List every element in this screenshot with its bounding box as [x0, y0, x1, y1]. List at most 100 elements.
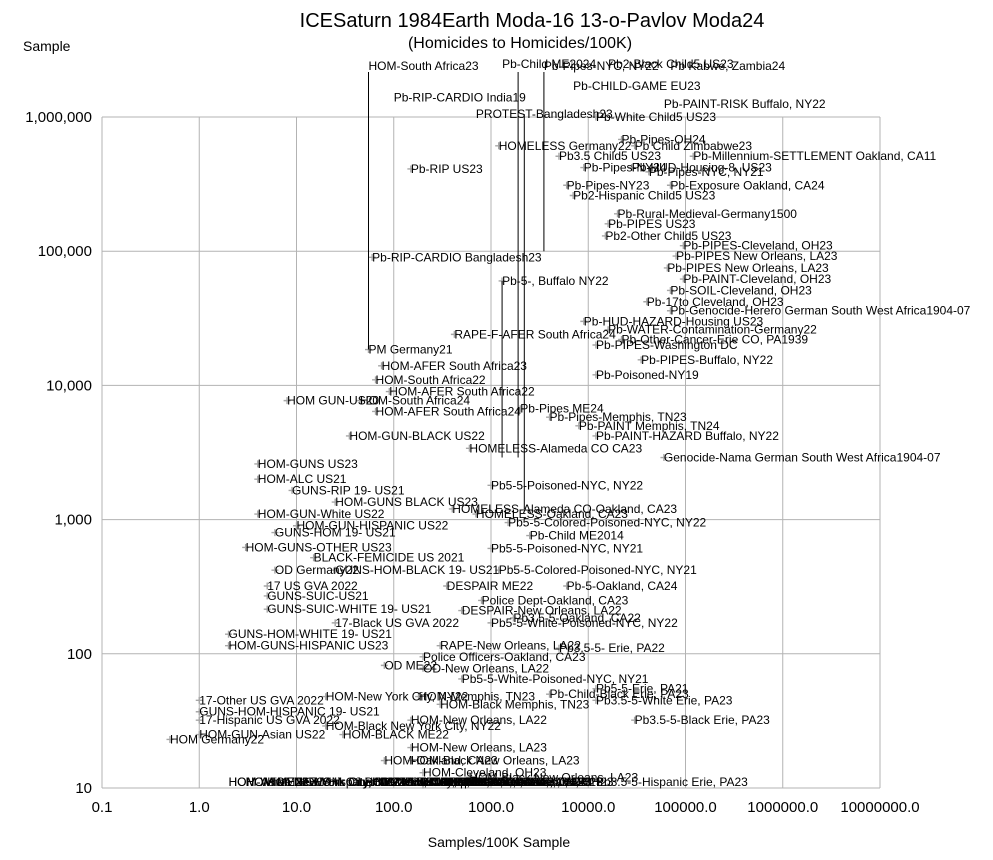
point-annotation: Pb-Pipes-NYC, NY21	[649, 165, 764, 179]
scatter-point	[495, 142, 503, 150]
point-annotation: HOM-New Orleans, LA22	[411, 713, 547, 727]
point-annotation: HOM-18+ Black Cleveland, OH23	[423, 775, 603, 789]
scatter-point	[356, 397, 364, 405]
scatter-point	[689, 152, 697, 160]
point-annotation: Pb3.5-5-Black Erie, PA23	[635, 713, 771, 727]
point-annotation: Pb-Pipes-NY23	[567, 178, 650, 192]
scatter-point	[631, 142, 639, 150]
point-annotation: Pb-PIPES New Orleans, LA23	[676, 249, 838, 263]
scatter-point	[225, 630, 233, 638]
scatter-point	[546, 690, 554, 698]
point-annotation: HOM ME21	[246, 775, 309, 789]
point-annotation: HOM-GUN-HISPANIC US22	[297, 519, 449, 533]
scatter-point	[254, 475, 262, 483]
y-tick-label: 10	[75, 780, 92, 797]
point-annotation: Pb Kabwe, Zambia24	[670, 59, 785, 73]
scatter-point	[569, 192, 577, 200]
x-tick-label: 10000.0	[561, 799, 615, 816]
scatter-point	[465, 444, 473, 452]
point-annotation: HOM-AFER South Africa24	[376, 404, 522, 418]
scatter-point	[263, 605, 271, 613]
scatter-point	[419, 653, 427, 661]
x-tick-label: 1.0	[189, 799, 210, 816]
point-annotation: HOM GUN-US20	[287, 394, 379, 408]
point-annotation: BLACK-FEMICIDE US 2021	[314, 551, 465, 565]
point-annotation: HOM-18-Black Cleveland, OH23	[440, 775, 614, 789]
point-annotation: Pb5-5-Poisoned-NYC, NY21	[491, 541, 643, 555]
point-annotation: HOMELESS-Alameda CO CA23	[469, 441, 642, 455]
x-tick-label: 1000.0	[468, 799, 514, 816]
y-axis-ticks: 10 100 1,000 10,000 100,000 1,000,000	[25, 109, 92, 797]
point-annotation: HOM-New Orleans, LA23	[411, 741, 547, 755]
point-annotation: HOM-18+ Black Cleveland, OH23	[411, 775, 591, 789]
point-annotation: HOM-Black New York City, NY22	[326, 719, 501, 733]
point-annotation: Pb-Pipes-NY24	[584, 161, 667, 175]
point-annotation: HOM-Black Buffalo, NY22	[411, 775, 550, 789]
point-annotation: Pb-Poisoned-NY19	[596, 368, 699, 382]
point-annotation: HOMELESS-Oakland, CA23	[476, 507, 628, 521]
scatter-point	[368, 253, 376, 261]
point-annotation: GUNS-SUIC-WHITE 19- US21	[267, 602, 431, 616]
point-annotation: HOM-Black Memphis, TN23	[440, 697, 589, 711]
scatter-point	[604, 220, 612, 228]
point-annotation: OD Germany22	[275, 563, 359, 577]
point-annotation: HOMELESS-Alameda CO-Oakland, CA23	[452, 502, 677, 516]
point-annotation: Pb Child Zimbabwe23	[635, 139, 753, 153]
scatter-point	[380, 661, 388, 669]
scatter-point	[254, 510, 262, 518]
point-annotation: Pb-PIPES-Washington DC	[596, 338, 738, 352]
point-annotation: Genocide-Nama German South West Africa19…	[664, 451, 941, 465]
point-annotation: Pb-Genocide-Herero German South West Afr…	[670, 304, 970, 318]
scatter-point	[666, 307, 674, 315]
scatter-point	[242, 543, 250, 551]
scatter-point	[407, 165, 415, 173]
scatter-point	[604, 326, 612, 334]
point-annotation: PROTEST-Bangladesh23	[476, 107, 613, 121]
scatter-point	[580, 164, 588, 172]
scatter-point	[643, 298, 651, 306]
point-annotation: GUNS-HOM-HISPANIC 19- US21	[199, 705, 380, 719]
point-annotation: GUNS-HOM-WHITE 19- US21	[229, 627, 393, 641]
scatter-point	[458, 675, 466, 683]
point-annotation: Pb5-5-Poisoned-NYC, NY22	[491, 478, 643, 492]
point-annotation: SUIC-New Orleans, LA23	[364, 775, 501, 789]
scatter-point	[526, 532, 534, 540]
point-annotation: Pb-RIP-CARDIO India19	[394, 90, 526, 104]
scatter-point	[195, 731, 203, 739]
y-tick-label: 1,000,000	[25, 109, 92, 126]
scatter-point	[283, 397, 291, 405]
point-annotation: RAPE-New Orleans, LA22	[440, 639, 581, 653]
point-annotation: HOM-Black New Orleans, LA23	[423, 775, 592, 789]
point-annotation: HOM-New York City, NY22	[326, 690, 469, 704]
point-annotation: HOM-Oakland, CA23	[384, 754, 498, 768]
scatter-point	[419, 664, 427, 672]
point-annotation: HOM-South Africa23	[369, 59, 479, 73]
point-annotation: Pb-17to Cleveland, OH23	[647, 295, 784, 309]
scatter-point	[407, 757, 415, 765]
point-annotation: Pb3.5-5-Oakland, CA22	[513, 611, 641, 625]
point-annotation: Pb-CHILD-GAME EU23	[573, 79, 701, 93]
scatter-point	[263, 582, 271, 590]
point-annotation: Pb-Pipes-OH24	[622, 132, 706, 146]
point-annotation: Pb5-5-White-Poisoned-NYC, NY22	[491, 616, 678, 630]
point-annotation: Pb3.5-5-White Erie, PA23	[596, 693, 733, 707]
point-annotation: DESPAIR ME22	[447, 579, 534, 593]
scatter-point	[322, 693, 330, 701]
scatter-point	[478, 596, 486, 604]
scatter-point	[415, 693, 423, 701]
point-annotation: 17-Hispanic US GVA 2022	[199, 713, 340, 727]
point-annotation: HOMELESS Germany22	[499, 139, 632, 153]
scatter-point	[472, 510, 480, 518]
point-annotation: Pb-Other-Cancer-Erie CO, PA1939	[622, 332, 809, 346]
point-annotation: HOM-17- Black Cleveland, OH23	[411, 775, 588, 789]
point-annotation: Pb-Child-Black Erie, PA23	[550, 687, 689, 701]
point-annotation: 17 US GVA 2022	[267, 579, 358, 593]
point-annotation: Pb-PIPES New Orleans, LA23	[667, 261, 829, 275]
point-annotation: Pb-RIP US23	[411, 162, 483, 176]
point-annotation: HOM-Black New Orleans, LA23	[411, 754, 580, 768]
x-axis-ticks: 0.1 1.0 10.0 100.0 1000.0 10000.0 100000.0 1000…	[92, 799, 920, 816]
point-annotation: HOM-Black Erie, PA23	[423, 775, 544, 789]
scatter-point	[495, 566, 503, 574]
scatter-point	[465, 773, 473, 781]
